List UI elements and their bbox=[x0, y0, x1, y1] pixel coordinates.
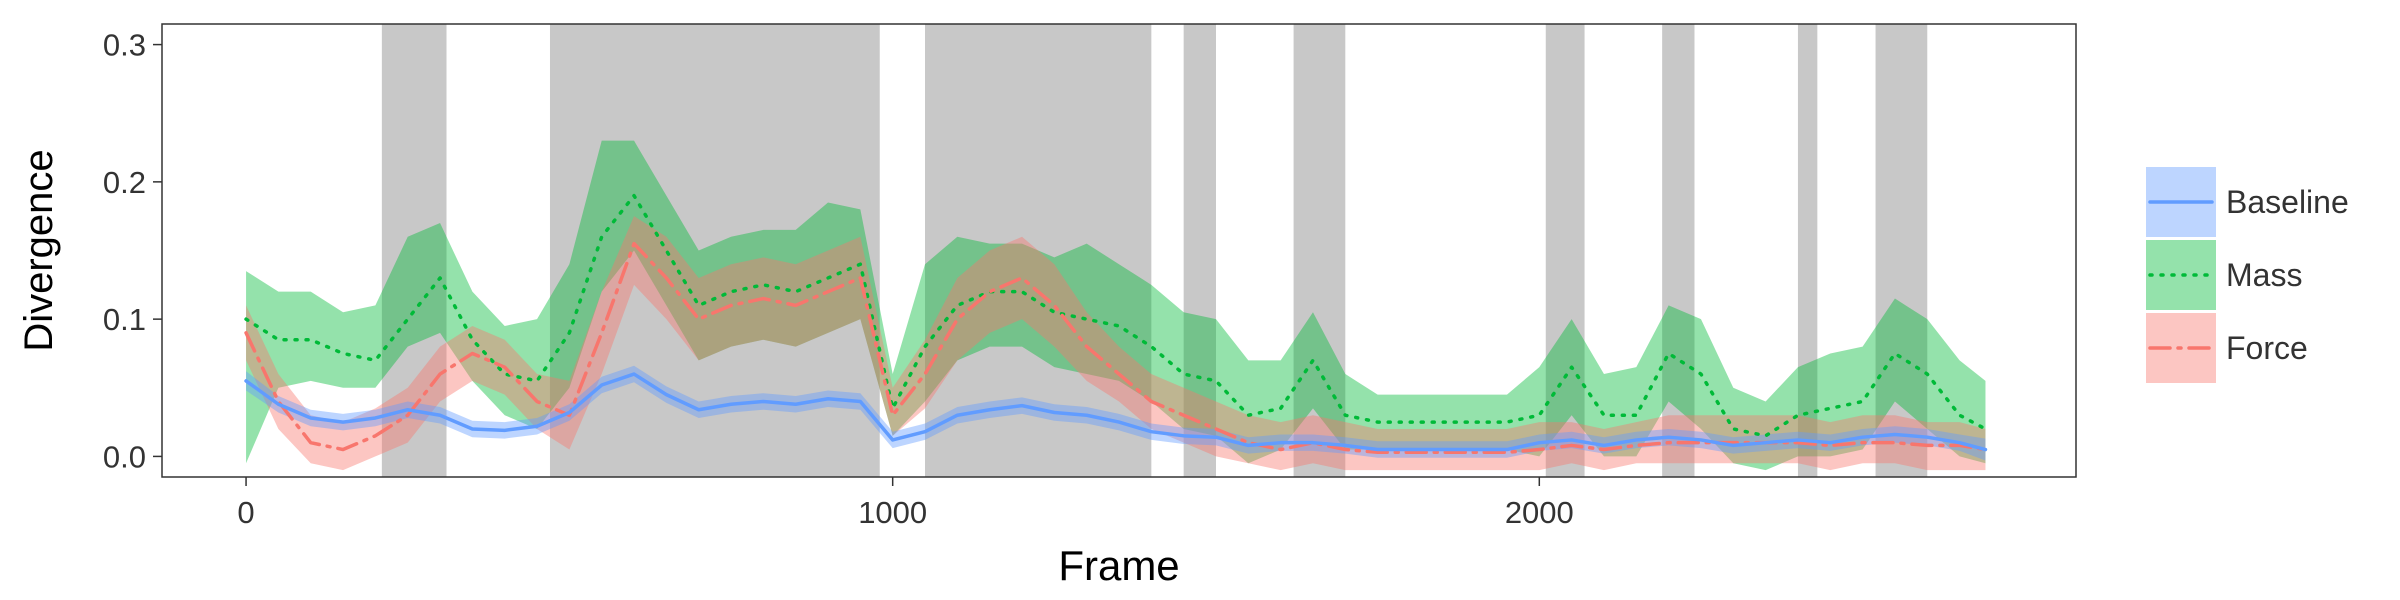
y-tick-label: 0.3 bbox=[103, 28, 146, 63]
shaded-regions bbox=[381, 24, 1928, 477]
y-tick-label: 0.1 bbox=[103, 302, 146, 337]
y-axis: 0.0 0.1 0.2 0.3 bbox=[103, 28, 162, 474]
line-force bbox=[244, 241, 1988, 455]
x-axis: 0 1000 2000 bbox=[237, 477, 1574, 530]
legend-label: Force bbox=[2226, 330, 2308, 366]
x-tick-label: 1000 bbox=[858, 495, 927, 530]
legend: Baseline Mass Force bbox=[2146, 167, 2349, 383]
shaded-region bbox=[925, 24, 1152, 477]
shaded-region bbox=[1875, 24, 1928, 477]
shaded-region bbox=[549, 24, 880, 477]
shaded-region bbox=[381, 24, 447, 477]
legend-label: Baseline bbox=[2226, 184, 2349, 220]
x-tick-label: 0 bbox=[237, 495, 254, 530]
shaded-region bbox=[1183, 24, 1216, 477]
plot-panel-border bbox=[161, 23, 2077, 478]
series-lines bbox=[244, 193, 1988, 455]
y-axis-title: Divergence bbox=[17, 149, 61, 351]
legend-item-mass: Mass bbox=[2146, 240, 2302, 310]
shaded-region bbox=[1662, 24, 1695, 477]
legend-item-baseline: Baseline bbox=[2146, 167, 2349, 237]
shaded-region bbox=[1293, 24, 1346, 477]
band-mass bbox=[246, 140, 1986, 471]
shaded-region bbox=[1797, 24, 1818, 477]
legend-item-force: Force bbox=[2146, 313, 2308, 383]
y-tick-label: 0.0 bbox=[103, 439, 146, 474]
confidence-bands bbox=[246, 140, 1986, 471]
band-baseline bbox=[246, 365, 1986, 461]
shaded-region bbox=[1545, 24, 1585, 477]
line-baseline bbox=[244, 372, 1988, 452]
x-axis-title: Frame bbox=[1058, 542, 1179, 589]
x-tick-label: 2000 bbox=[1505, 495, 1574, 530]
legend-label: Mass bbox=[2226, 257, 2302, 293]
band-force bbox=[246, 216, 1986, 471]
line-mass bbox=[244, 193, 1988, 438]
y-tick-label: 0.2 bbox=[103, 165, 146, 200]
